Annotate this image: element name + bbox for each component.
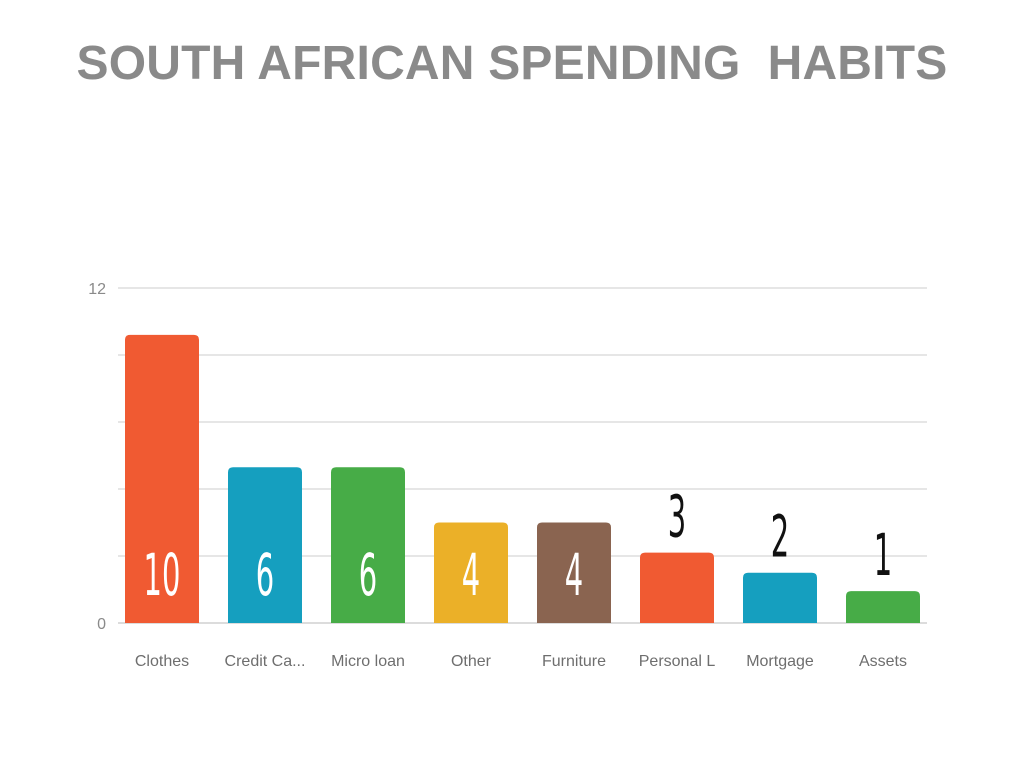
category-labels: Clothes Credit Ca... Micro loan Other Furnit… — [135, 653, 907, 670]
x-tick-label: Personal L — [639, 653, 716, 670]
data-label: 2 — [771, 504, 789, 571]
data-label: 6 — [256, 542, 274, 609]
x-tick-label: Other — [451, 653, 492, 670]
x-tick-label: Mortgage — [746, 653, 814, 670]
bar — [434, 522, 508, 623]
bar — [125, 334, 199, 623]
value-labels: 10 6 6 4 4 3 2 1 — [144, 484, 893, 609]
data-label: 6 — [359, 542, 377, 609]
data-label: 3 — [668, 484, 686, 551]
bar — [640, 552, 714, 623]
slide-title: SOUTH AFRICAN SPENDING HABITS — [76, 37, 948, 90]
data-label: 1 — [874, 522, 892, 589]
bar — [331, 467, 405, 623]
x-tick-label: Assets — [859, 653, 907, 670]
bar — [537, 522, 611, 623]
bar — [228, 467, 302, 623]
x-tick-label: Credit Ca... — [225, 653, 306, 670]
x-tick-label: Furniture — [542, 653, 606, 670]
data-label: 4 — [565, 542, 583, 609]
y-tick-label: 0 — [97, 616, 106, 633]
bar — [743, 572, 817, 623]
x-tick-label: Clothes — [135, 653, 189, 670]
x-tick-label: Micro loan — [331, 653, 405, 670]
bar — [846, 591, 920, 623]
bars — [125, 334, 920, 623]
y-axis-ticks: 0 12 — [88, 281, 106, 633]
data-label: 10 — [144, 542, 181, 609]
y-tick-label: 12 — [88, 281, 106, 298]
data-label: 4 — [462, 542, 480, 609]
